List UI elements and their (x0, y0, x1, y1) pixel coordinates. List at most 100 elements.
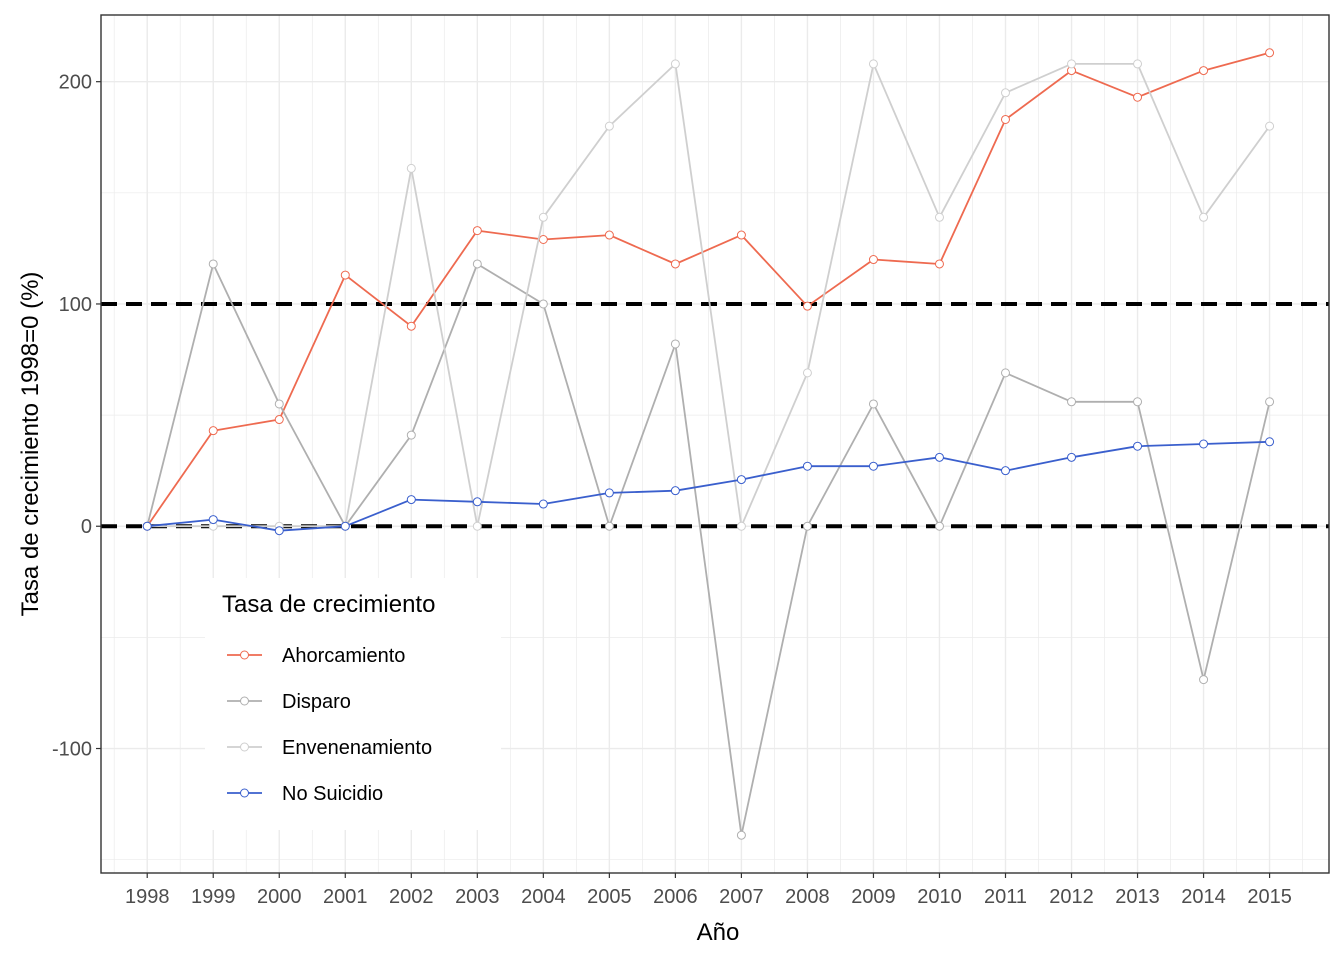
data-point (538, 235, 548, 245)
data-point (208, 426, 218, 436)
data-point (472, 259, 482, 269)
data-point (670, 259, 680, 269)
x-tick-label: 2014 (1181, 886, 1226, 908)
x-tick-label: 2003 (455, 886, 500, 908)
data-point (670, 486, 680, 496)
data-point (1199, 675, 1209, 685)
data-point (274, 415, 284, 425)
y-tick-label: 100 (59, 294, 92, 316)
data-point (802, 461, 812, 471)
data-point (1067, 452, 1077, 462)
x-tick-label: 2011 (984, 886, 1027, 908)
legend-label: Envenenamiento (282, 737, 432, 759)
y-tick-label: 200 (59, 72, 92, 94)
data-point (340, 270, 350, 280)
legend-key-point (240, 650, 249, 660)
data-point (406, 430, 416, 440)
x-axis: 1998 1999 2000 2001 2002 2003 2004 2005 2006 2007… (125, 873, 1292, 908)
series-line (146, 51, 1270, 527)
series-line (146, 263, 1271, 837)
data-point (1199, 212, 1209, 222)
data-point (1000, 466, 1010, 476)
series-layer (142, 48, 1275, 840)
data-point (670, 59, 680, 69)
legend-label: No Suicidio (282, 783, 383, 805)
data-point (1000, 88, 1010, 98)
data-point (538, 499, 548, 509)
data-point (1133, 92, 1143, 102)
data-point (472, 226, 482, 236)
x-tick-label: 1998 (125, 886, 170, 908)
series-no-suicidio (142, 437, 1275, 536)
x-tick-label: 2009 (851, 886, 896, 908)
data-point (868, 461, 878, 471)
data-point (406, 495, 416, 505)
data-point (802, 301, 812, 311)
y-tick-label: 0 (81, 516, 92, 538)
x-tick-label: 2005 (587, 886, 632, 908)
data-point (1067, 397, 1077, 407)
series-line (147, 440, 1270, 532)
data-point (274, 399, 284, 409)
legend-item: No Suicidio (227, 783, 383, 805)
data-point (1265, 437, 1275, 447)
x-tick-label: 2007 (719, 886, 764, 908)
data-point (208, 259, 218, 269)
data-point (934, 452, 944, 462)
data-point (802, 521, 812, 531)
x-tick-label: 1999 (191, 886, 236, 908)
legend-item: Disparo (227, 691, 351, 713)
data-point (1199, 439, 1209, 449)
data-point (736, 521, 746, 531)
legend-key-point (240, 696, 249, 706)
data-point (604, 488, 614, 498)
data-point (274, 526, 284, 536)
x-tick-label: 2004 (521, 886, 566, 908)
data-point (1133, 397, 1143, 407)
data-point (1067, 59, 1077, 69)
data-point (406, 163, 416, 173)
legend-label: Disparo (282, 691, 351, 713)
data-point (934, 521, 944, 531)
data-point (604, 521, 614, 531)
legend-title: Tasa de crecimiento (222, 591, 435, 618)
data-point (1133, 441, 1143, 451)
data-point (604, 121, 614, 131)
y-axis-title: Tasa de crecimiento 1998=0 (%) (17, 272, 44, 617)
x-tick-label: 2010 (917, 886, 962, 908)
data-point (406, 321, 416, 331)
data-point (868, 399, 878, 409)
data-point (736, 830, 746, 840)
legend: Tasa de crecimiento Ahorcamiento Disparo E… (205, 578, 501, 830)
data-point (472, 521, 482, 531)
data-point (538, 299, 548, 309)
x-tick-label: 2012 (1049, 886, 1094, 908)
plot-border (100, 14, 1330, 874)
data-point (868, 59, 878, 69)
legend-item: Ahorcamiento (227, 645, 405, 667)
series-disparo (142, 259, 1275, 840)
legend-label: Ahorcamiento (282, 645, 405, 667)
data-point (934, 212, 944, 222)
data-point (1000, 368, 1010, 378)
x-tick-label: 2002 (389, 886, 434, 908)
data-point (868, 255, 878, 265)
data-point (1133, 59, 1143, 69)
y-axis: -100 0 100 200 (52, 72, 101, 761)
data-point (472, 497, 482, 507)
data-point (670, 339, 680, 349)
x-tick-label: 2001 (323, 886, 368, 908)
legend-items: Ahorcamiento Disparo Envenenamiento No Suic… (227, 645, 432, 805)
legend-background (205, 578, 501, 830)
x-tick-label: 2015 (1247, 886, 1292, 908)
legend-key-point (240, 742, 249, 752)
x-tick-label: 2006 (653, 886, 698, 908)
y-tick-label: -100 (52, 739, 92, 761)
data-point (1265, 397, 1275, 407)
data-point (1265, 48, 1275, 58)
data-point (736, 230, 746, 240)
data-point (802, 368, 812, 378)
data-point (1265, 121, 1275, 131)
x-axis-title: Año (697, 919, 740, 946)
